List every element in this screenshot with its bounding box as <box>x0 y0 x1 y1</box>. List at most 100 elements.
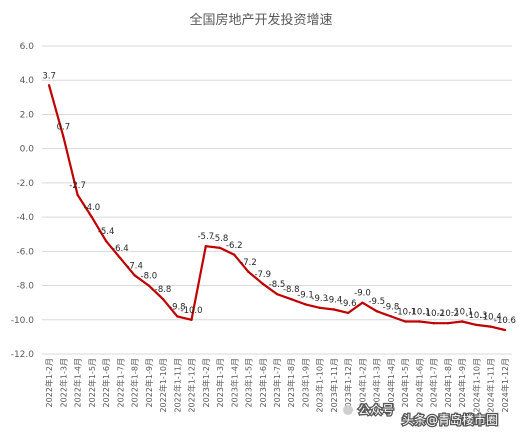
x-tick-label: 2024年1-5月 <box>400 358 410 407</box>
data-point <box>119 256 122 260</box>
x-tick-label: 2022年1-7月 <box>115 358 125 407</box>
y-tick-label: -4.0 <box>16 213 34 223</box>
data-label: -10.3 <box>465 311 487 321</box>
x-tick-label: 2024年1-10月 <box>471 358 481 413</box>
data-point <box>218 246 222 250</box>
x-tick-label: 2023年1-3月 <box>215 358 225 407</box>
data-point <box>290 298 293 301</box>
data-point <box>304 303 307 306</box>
data-point <box>133 274 136 277</box>
data-labels: 3.70.7-2.7-4.0-5.4-6.4-7.4-8.0-8.8-9.8-1… <box>42 71 516 326</box>
data-point <box>104 239 108 243</box>
x-tick-label: 2022年1-11月 <box>172 358 182 413</box>
data-point <box>446 322 450 325</box>
data-point <box>503 328 507 332</box>
data-point <box>375 310 378 313</box>
data-label: -9.1 <box>297 290 314 300</box>
x-tick-label: 2023年1-5月 <box>244 358 254 407</box>
data-label: -10.1 <box>394 307 416 317</box>
data-label: -10.6 <box>494 316 516 326</box>
data-label: -7.4 <box>126 261 143 271</box>
x-tick-label: 2023年1-12月 <box>343 358 353 413</box>
data-label: -9.4 <box>326 296 343 306</box>
data-label: -9.3 <box>311 294 328 304</box>
x-tick-label: 2024年1-4月 <box>386 358 396 407</box>
y-tick-label: -10.0 <box>11 316 35 326</box>
data-point <box>204 245 207 248</box>
data-point <box>432 322 435 325</box>
data-point <box>47 84 51 87</box>
data-label: 0.7 <box>57 123 71 133</box>
data-point <box>161 298 165 301</box>
data-point <box>76 193 79 197</box>
data-point <box>460 320 464 323</box>
data-label: -7.2 <box>240 258 257 268</box>
gridlines <box>42 45 512 355</box>
data-point <box>147 284 151 287</box>
data-label: -9.8 <box>169 302 186 312</box>
x-tick-label: 2024年1-2月 <box>357 358 367 407</box>
x-tick-label: 2024年1-11月 <box>486 358 496 413</box>
data-point <box>190 318 193 321</box>
data-label: -10.0 <box>181 306 203 316</box>
data-label: -6.2 <box>226 241 243 251</box>
data-point <box>389 315 393 318</box>
data-label: -9.5 <box>368 297 385 307</box>
data-point <box>489 325 492 328</box>
x-tick-label: 2023年1-8月 <box>286 358 296 407</box>
data-label: -2.7 <box>69 181 86 191</box>
x-tick-label: 2022年1-5月 <box>87 358 97 407</box>
data-point <box>176 315 179 318</box>
data-label: -4.0 <box>84 203 101 213</box>
x-tick-label: 2023年1-9月 <box>300 358 310 407</box>
y-tick-label: -8.0 <box>16 282 34 292</box>
x-tick-label: 2023年1-4月 <box>229 358 239 407</box>
data-point <box>318 306 321 309</box>
y-tick-label: -2.0 <box>16 179 34 189</box>
data-label: -7.9 <box>254 270 271 280</box>
chart-title: 全国房地产开发投资增速 <box>189 12 332 28</box>
data-point <box>90 215 94 219</box>
x-tick-label: 2023年1-10月 <box>315 358 325 413</box>
data-point <box>475 323 478 327</box>
x-axis-ticks: 2022年1-2月 2022年1-3月 2022年1-4月 2022年1-5月 2022… <box>44 358 510 413</box>
data-label: -9.0 <box>354 289 371 299</box>
data-label: 3.7 <box>42 71 56 81</box>
x-tick-label: 2024年1-3月 <box>372 358 382 407</box>
data-label: -10.1 <box>408 307 430 317</box>
y-tick-label: 2.0 <box>20 110 35 120</box>
y-tick-label: 4.0 <box>20 76 35 86</box>
x-tick-label: 2023年1-6月 <box>258 358 268 407</box>
data-label: -10.2 <box>437 309 459 319</box>
data-point <box>233 253 236 256</box>
data-point <box>403 320 407 323</box>
series-line-group <box>47 84 507 332</box>
data-label: -9.6 <box>340 299 357 309</box>
x-tick-label: 2024年1-9月 <box>457 358 467 407</box>
x-tick-label: 2024年1-6月 <box>414 358 424 407</box>
data-label: -9.8 <box>383 302 400 312</box>
data-point <box>347 311 350 315</box>
data-label: -8.5 <box>269 280 286 290</box>
data-label: -5.4 <box>98 227 115 237</box>
x-tick-label: 2023年1-2月 <box>201 358 211 407</box>
x-tick-label: 2023年1-11月 <box>329 358 339 413</box>
x-tick-label: 2024年1-8月 <box>443 358 453 407</box>
data-point <box>247 270 250 274</box>
data-point <box>275 292 279 296</box>
watermark: 公众号 头条@青岛楼市圈 <box>343 402 499 428</box>
data-label: -8.0 <box>141 272 158 282</box>
data-point <box>418 320 421 323</box>
x-tick-label: 2024年1-7月 <box>429 358 439 407</box>
y-axis-ticks: 6.0 4.0 2.0 0.0 -2.0 -4.0 -6.0 -8.0 -10.0 -12.0 <box>11 42 35 360</box>
x-tick-label: 2022年1-9月 <box>144 358 154 407</box>
data-label: -5.7 <box>197 232 214 242</box>
data-label: -10.1 <box>451 307 473 317</box>
data-label: -10.4 <box>480 313 502 323</box>
watermark-secondary: 公众号 <box>358 403 394 417</box>
data-point <box>261 282 264 286</box>
y-tick-label: 6.0 <box>20 42 35 52</box>
x-tick-label: 2022年1-6月 <box>101 358 111 407</box>
